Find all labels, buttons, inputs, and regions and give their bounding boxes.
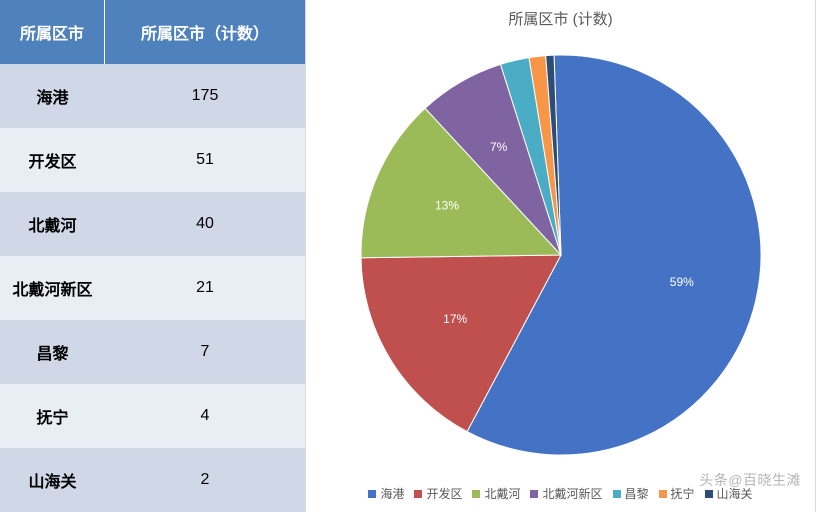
table-row: 北戴河新区21 [0, 256, 305, 320]
pie-slice-label: 13% [435, 198, 459, 212]
legend-label: 抚宁 [671, 485, 695, 502]
table-cell-name: 昌黎 [0, 320, 105, 384]
legend-swatch [368, 490, 376, 498]
legend-item: 海港 [368, 485, 404, 502]
legend-item: 抚宁 [659, 485, 695, 502]
table-row: 北戴河40 [0, 192, 305, 256]
table-row: 昌黎7 [0, 320, 305, 384]
table-cell-count: 4 [105, 384, 305, 448]
legend-swatch [659, 490, 667, 498]
legend-label: 北戴河新区 [542, 485, 602, 502]
table-cell-name: 北戴河 [0, 192, 105, 256]
pie-slice-label: 17% [443, 312, 467, 326]
legend-swatch [472, 490, 480, 498]
table-cell-name: 山海关 [0, 448, 105, 512]
table-cell-count: 21 [105, 256, 305, 320]
pie-slice-label: 59% [669, 275, 693, 289]
pie-slice-label: 7% [489, 140, 507, 154]
table-cell-count: 40 [105, 192, 305, 256]
pie-chart-panel: 所属区市 (计数) 59%17%13%7% 海港开发区北戴河北戴河新区昌黎抚宁山… [305, 0, 816, 512]
legend-item: 昌黎 [613, 485, 649, 502]
pie-chart: 59% 17% 13% 7% [357, 51, 765, 459]
legend-label: 昌黎 [625, 485, 649, 502]
table-row: 抚宁4 [0, 384, 305, 448]
table-cell-name: 海港 [0, 64, 105, 128]
table-row: 山海关2 [0, 448, 305, 512]
table-cell-name: 北戴河新区 [0, 256, 105, 320]
chart-title: 所属区市 (计数) [306, 8, 815, 29]
legend-swatch [530, 490, 538, 498]
watermark: 头条@百晓生滩 [699, 470, 801, 490]
pie-wrap: 59% 17% 13% 7% [306, 36, 815, 474]
legend-label: 开发区 [426, 485, 462, 502]
table-cell-count: 2 [105, 448, 305, 512]
table-header-col1: 所属区市 [0, 0, 105, 64]
legend-item: 北戴河新区 [530, 485, 602, 502]
legend-item: 开发区 [414, 485, 462, 502]
legend-label: 海港 [380, 485, 404, 502]
legend-swatch [613, 490, 621, 498]
legend-swatch [414, 490, 422, 498]
legend-item: 北戴河 [472, 485, 520, 502]
legend-label: 北戴河 [484, 485, 520, 502]
table-header: 所属区市 所属区市（计数） [0, 0, 305, 64]
table-cell-name: 开发区 [0, 128, 105, 192]
data-table: 所属区市 所属区市（计数） 海港175开发区51北戴河40北戴河新区21昌黎7抚… [0, 0, 305, 512]
table-cell-count: 175 [105, 64, 305, 128]
table-cell-count: 7 [105, 320, 305, 384]
legend-swatch [705, 490, 713, 498]
table-cell-count: 51 [105, 128, 305, 192]
table-cell-name: 抚宁 [0, 384, 105, 448]
table-body: 海港175开发区51北戴河40北戴河新区21昌黎7抚宁4山海关2 [0, 64, 305, 512]
table-header-col2: 所属区市（计数） [105, 0, 305, 64]
table-row: 海港175 [0, 64, 305, 128]
table-row: 开发区51 [0, 128, 305, 192]
